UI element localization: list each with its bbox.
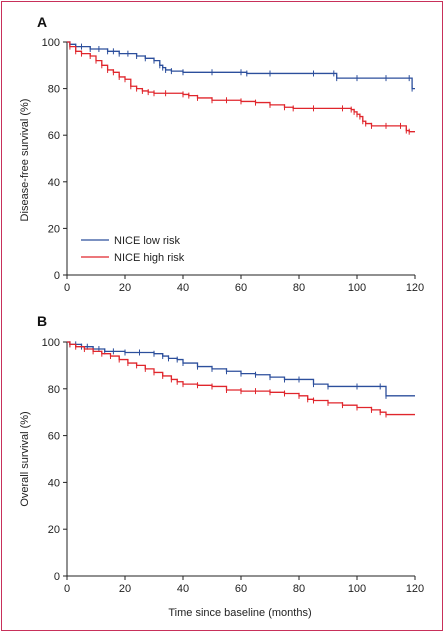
panel-a-xtick-label: 120 <box>406 282 424 294</box>
panel-b-ytick-label: 20 <box>48 524 60 536</box>
panel-a: A Disease-free survival (%) 0 20 40 60 80 100… <box>19 14 424 294</box>
panel-b-xlabel: Time since baseline (months) <box>168 607 311 619</box>
panel-a-label: A <box>37 14 47 30</box>
panel-a-legend: NICE low risk NICE high risk <box>81 235 185 264</box>
panel-b-xtick-label: 0 <box>64 583 70 595</box>
panel-a-axes: 0 20 40 60 80 100 0 20 40 60 80 100 120 <box>42 37 425 294</box>
panel-a-ytick-label: 100 <box>42 37 60 49</box>
panel-a-ytick-label: 80 <box>48 84 60 96</box>
panel-b-xtick-label: 100 <box>348 583 366 595</box>
panel-a-xtick-label: 40 <box>177 282 189 294</box>
panel-a-xtick-label: 100 <box>348 282 366 294</box>
legend-label-low-risk: NICE low risk <box>114 235 181 247</box>
panel-b-ytick-label: 60 <box>48 431 60 443</box>
panel-a-xtick-label: 80 <box>293 282 305 294</box>
panel-b-ylabel: Overall survival (%) <box>19 411 31 506</box>
panel-b-xtick-label: 120 <box>406 583 424 595</box>
panel-a-series <box>67 41 415 135</box>
panel-a-xtick-label: 0 <box>64 282 70 294</box>
legend-label-high-risk: NICE high risk <box>114 252 185 264</box>
panel-b-ytick-label: 100 <box>42 337 60 349</box>
panel-b-xtick-label: 60 <box>235 583 247 595</box>
panel-a-curve-low-risk <box>67 41 415 90</box>
panel-b-xtick-label: 20 <box>119 583 131 595</box>
panel-b-series <box>67 341 415 418</box>
panel-b-label: B <box>37 313 47 329</box>
panel-b: B Overall survival (%) Time since baseli… <box>19 313 424 619</box>
panel-b-xtick-label: 80 <box>293 583 305 595</box>
panel-b-xtick-label: 40 <box>177 583 189 595</box>
panel-b-ytick-label: 80 <box>48 384 60 396</box>
panel-a-ytick-label: 20 <box>48 223 60 235</box>
panel-a-ytick-label: 60 <box>48 130 60 142</box>
panel-b-curve-high-risk <box>67 341 415 416</box>
panel-a-xtick-label: 20 <box>119 282 131 294</box>
panel-a-ylabel: Disease-free survival (%) <box>19 99 31 222</box>
panel-a-ytick-label: 40 <box>48 177 60 189</box>
panel-b-curve-low-risk <box>67 341 415 397</box>
panel-a-xtick-label: 60 <box>235 282 247 294</box>
panel-a-ytick-label: 0 <box>54 270 60 282</box>
panel-b-ytick-label: 0 <box>54 571 60 583</box>
panel-b-ytick-label: 40 <box>48 477 60 489</box>
panel-b-axes: 0 20 40 60 80 100 0 20 40 60 80 100 120 <box>42 337 425 595</box>
